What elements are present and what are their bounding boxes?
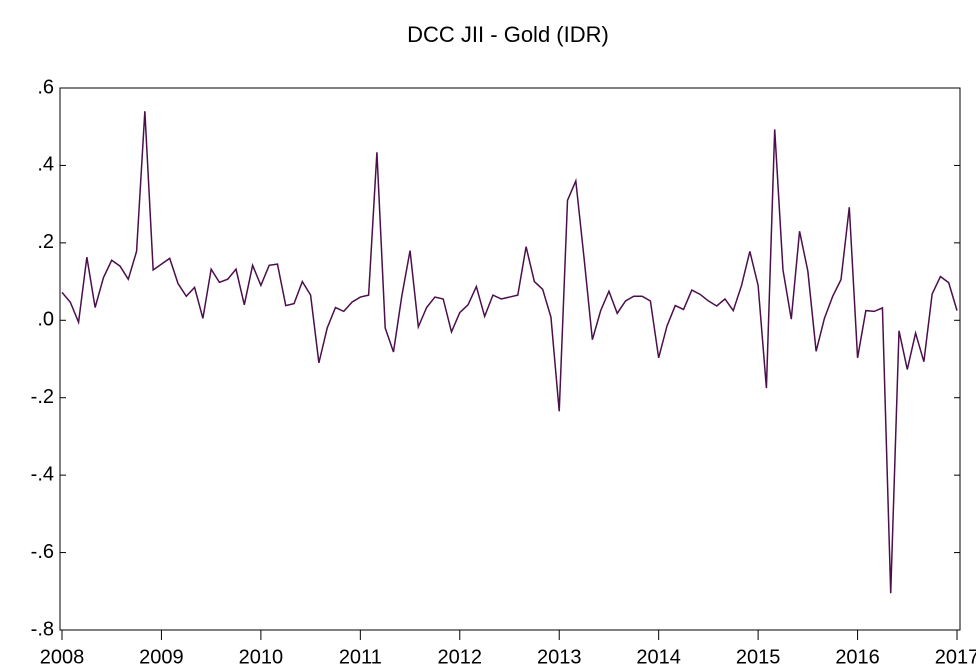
- x-tick-label: 2011: [339, 646, 382, 668]
- x-tick-label: 2015: [736, 646, 781, 668]
- y-tick-label: .0: [37, 309, 54, 331]
- plot-frame: [59, 87, 961, 631]
- x-tick-label: 2017: [935, 646, 976, 668]
- x-tick-label: 2009: [139, 646, 184, 668]
- y-tick-label: -.8: [31, 618, 54, 640]
- y-tick-label: -.4: [31, 463, 54, 485]
- x-tick-label: 2016: [835, 646, 880, 668]
- chart-title: DCC JII - Gold (IDR): [407, 22, 609, 47]
- y-tick-label: -.2: [31, 386, 54, 408]
- x-tick-label: 2014: [636, 646, 681, 668]
- y-tick-label: .6: [37, 76, 54, 98]
- y-tick-label: -.6: [31, 541, 54, 563]
- x-tick-label: 2010: [239, 646, 284, 668]
- y-tick-label: .2: [37, 231, 54, 253]
- y-tick-label: .4: [37, 154, 54, 176]
- data-line: [61, 111, 958, 594]
- x-tick-label: 2012: [438, 646, 483, 668]
- x-tick-label: 2008: [40, 646, 85, 668]
- x-tick-label: 2013: [537, 646, 582, 668]
